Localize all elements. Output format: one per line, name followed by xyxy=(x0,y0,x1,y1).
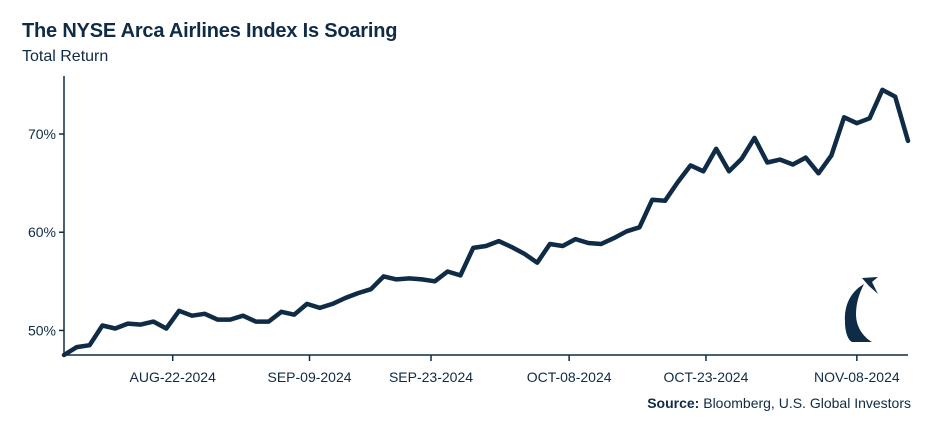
x-tick-label: SEP-23-2024 xyxy=(389,369,473,385)
eagle-head-shape xyxy=(862,277,878,294)
x-tick-label: OCT-23-2024 xyxy=(664,369,749,385)
chart-axes xyxy=(63,76,908,356)
x-tick-label: OCT-08-2024 xyxy=(527,369,612,385)
series-line-total-return xyxy=(61,87,911,358)
source-text: Bloomberg, U.S. Global Investors xyxy=(699,395,911,411)
source-label: Source: xyxy=(647,395,700,411)
y-tick-label: 70% xyxy=(28,126,56,142)
x-tick-label: NOV-08-2024 xyxy=(814,369,900,385)
eagle-logo-icon xyxy=(844,277,878,342)
source-note: Source: Bloomberg, U.S. Global Investors xyxy=(647,395,911,411)
y-tick-label: 60% xyxy=(28,224,56,240)
x-tick-label: SEP-09-2024 xyxy=(267,369,351,385)
x-tick-label: AUG-22-2024 xyxy=(130,369,217,385)
chart-subtitle: Total Return xyxy=(22,48,109,65)
eagle-wing-shape xyxy=(844,284,872,342)
chart-title: The NYSE Arca Airlines Index Is Soaring xyxy=(22,20,398,42)
series-lines xyxy=(61,87,911,358)
y-tick-label: 50% xyxy=(28,322,56,338)
y-axis-ticks: 50% 60% 70% xyxy=(28,126,64,338)
x-axis-ticks: AUG-22-2024 SEP-09-2024 SEP-23-2024 OCT-08-… xyxy=(130,355,900,385)
